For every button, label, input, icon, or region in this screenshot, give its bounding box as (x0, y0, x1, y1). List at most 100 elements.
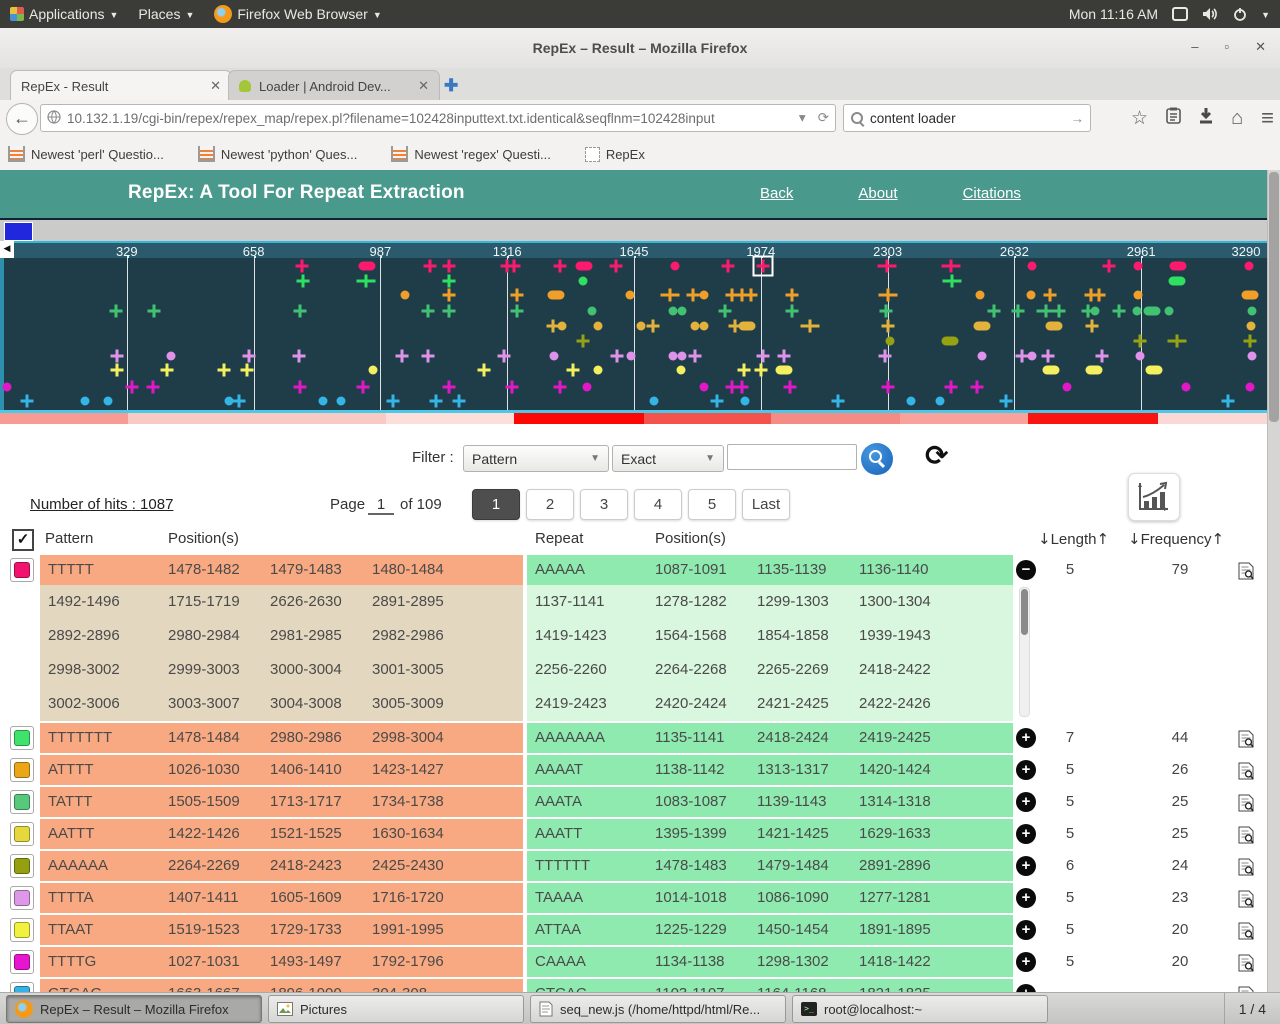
repeat-marker[interactable] (609, 259, 623, 273)
repeat-marker[interactable] (224, 396, 234, 406)
repeat-marker[interactable] (941, 336, 959, 346)
repeat-marker[interactable] (699, 321, 709, 331)
repeat-marker[interactable] (935, 396, 945, 406)
bookmark-item[interactable]: RepEx (584, 146, 645, 162)
repeat-marker[interactable] (1246, 321, 1256, 331)
filter-field-select[interactable]: Pattern ▼ (463, 445, 609, 472)
repeat-marker[interactable] (1112, 304, 1126, 318)
repeat-marker[interactable] (881, 380, 895, 394)
repeat-marker[interactable] (744, 288, 758, 302)
repeat-marker[interactable] (735, 288, 749, 302)
url-bar[interactable]: 10.132.1.19/cgi-bin/repex/repex_map/repe… (40, 104, 836, 132)
repeat-marker[interactable] (166, 351, 176, 361)
repeat-marker[interactable] (721, 259, 735, 273)
repeat-marker[interactable] (576, 334, 590, 348)
repeat-marker[interactable] (1169, 261, 1187, 271)
taskbar-window-button[interactable]: >_ root@localhost:~ (792, 995, 1048, 1023)
current-page-input[interactable]: 1 (368, 496, 394, 515)
repeat-marker[interactable] (686, 288, 700, 302)
repeat-marker[interactable] (497, 349, 511, 363)
repeat-marker[interactable] (725, 380, 739, 394)
expand-button[interactable]: + (1016, 856, 1036, 876)
tab-close-icon[interactable]: ✕ (210, 78, 221, 93)
view-details-icon[interactable] (1238, 729, 1255, 748)
tab-loader-android[interactable]: Loader | Android Dev... ✕ (228, 70, 440, 101)
chevron-down-icon[interactable]: ▼ (1261, 10, 1270, 20)
row-checkbox[interactable] (10, 982, 34, 992)
url-dropdown-icon[interactable]: ▾ (798, 110, 806, 125)
repeat-marker[interactable] (944, 380, 958, 394)
taskbar-window-button[interactable]: RepEx – Result – Mozilla Firefox (6, 995, 262, 1023)
repeat-marker[interactable] (1132, 306, 1142, 316)
number-of-hits-link[interactable]: Number of hits : 1087 (30, 496, 174, 513)
repeat-marker[interactable] (147, 304, 161, 318)
row-checkbox[interactable] (10, 726, 34, 750)
filter-search-button[interactable] (861, 443, 893, 475)
repeat-marker[interactable] (728, 319, 742, 333)
repeat-marker[interactable] (593, 365, 603, 375)
repeat-marker[interactable] (295, 259, 309, 273)
repeat-marker[interactable] (677, 306, 687, 316)
repeat-marker[interactable] (660, 288, 680, 302)
sort-frequency-desc-icon[interactable]: ↓ (1128, 530, 1141, 548)
repeat-marker[interactable] (1133, 290, 1143, 300)
filter-query-input[interactable] (727, 444, 857, 470)
repeat-marker[interactable] (1042, 365, 1060, 375)
repeat-marker[interactable] (1102, 259, 1116, 273)
row-checkbox[interactable] (10, 886, 34, 910)
header-link-about[interactable]: About (858, 185, 898, 202)
sort-length-asc-icon[interactable]: ↑ (1096, 530, 1110, 548)
view-details-icon[interactable] (1238, 953, 1255, 972)
repeat-marker[interactable] (1062, 382, 1072, 392)
repeat-marker[interactable] (549, 351, 559, 361)
repeat-marker[interactable] (1133, 261, 1143, 271)
repeat-marker[interactable] (975, 290, 985, 300)
repeat-marker[interactable] (2, 382, 12, 392)
filter-match-select[interactable]: Exact ▼ (612, 445, 724, 472)
repeat-marker[interactable] (879, 304, 893, 318)
repeat-marker[interactable] (240, 363, 254, 377)
page-button-5[interactable]: 5 (688, 489, 736, 520)
expand-button[interactable]: + (1016, 728, 1036, 748)
close-button[interactable]: ✕ (1255, 39, 1266, 54)
repeat-marker[interactable] (625, 290, 635, 300)
repeat-marker[interactable] (941, 259, 961, 273)
repeat-marker[interactable] (442, 259, 456, 273)
repeat-marker[interactable] (578, 276, 588, 286)
page-button-1[interactable]: 1 (472, 489, 520, 520)
expand-button[interactable]: + (1016, 984, 1036, 992)
repeat-marker[interactable] (783, 380, 797, 394)
scrollbar-thumb[interactable] (1021, 589, 1028, 635)
repeat-marker[interactable] (292, 349, 306, 363)
repeat-marker[interactable] (103, 396, 113, 406)
repeat-marker[interactable] (1043, 288, 1057, 302)
repeat-marker[interactable] (547, 290, 565, 300)
repeat-marker[interactable] (668, 306, 678, 316)
row-checkbox[interactable] (10, 950, 34, 974)
repeat-marker[interactable] (690, 321, 700, 331)
scrollbar-thumb[interactable] (1269, 172, 1279, 422)
repeat-marker[interactable] (725, 288, 739, 302)
page-scrollbar[interactable] (1267, 170, 1280, 992)
repeat-marker[interactable] (610, 349, 624, 363)
repeat-marker[interactable] (557, 321, 567, 331)
expand-button[interactable]: + (1016, 920, 1036, 940)
bookmark-item[interactable]: Newest 'python' Ques... (197, 146, 357, 162)
collapse-button[interactable]: − (1016, 560, 1036, 580)
firefox-app-menu[interactable]: Firefox Web Browser ▼ (204, 0, 391, 28)
repeat-marker[interactable] (1241, 290, 1259, 300)
home-icon[interactable]: ⌂ (1231, 106, 1244, 129)
repeat-marker[interactable] (356, 380, 370, 394)
row-checkbox[interactable] (10, 758, 34, 782)
repeat-marker[interactable] (125, 380, 139, 394)
repeat-marker[interactable] (1027, 261, 1037, 271)
repeat-marker[interactable] (1026, 290, 1036, 300)
repeat-marker[interactable] (1247, 306, 1257, 316)
row-checkbox[interactable] (10, 790, 34, 814)
repeat-marker[interactable] (626, 351, 636, 361)
header-link-back[interactable]: Back (760, 185, 794, 202)
repeat-marker[interactable] (1052, 304, 1066, 318)
repeat-marker[interactable] (500, 259, 514, 273)
display-icon[interactable] (1172, 7, 1189, 21)
repeat-marker[interactable] (735, 380, 749, 394)
